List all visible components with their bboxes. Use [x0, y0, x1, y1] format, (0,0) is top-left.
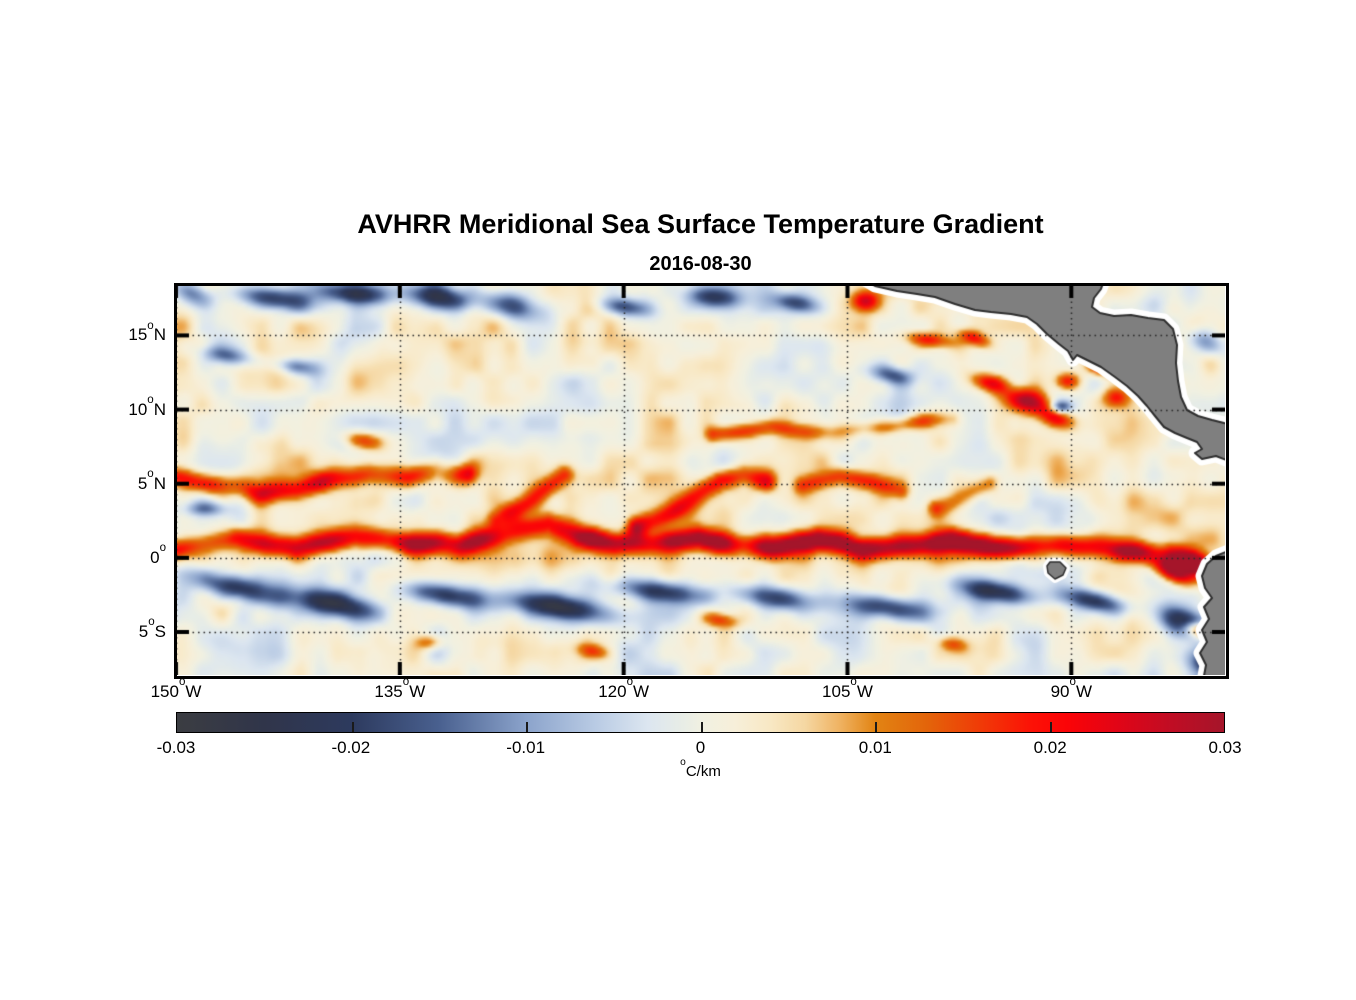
y-tick-label: 5oN: [137, 467, 166, 493]
y-tick-label: 15oN: [128, 319, 166, 345]
colorbar-tick: [1049, 722, 1052, 732]
colorbar-tick: [351, 722, 354, 732]
y-tick-label: 5oS: [138, 616, 166, 641]
colorbar-tick-label: 0.02: [1033, 738, 1067, 757]
colorbar-unit-label: oC/km: [680, 757, 721, 780]
colorbar-tick: [700, 722, 703, 732]
x-tick-label: 135oW: [374, 676, 426, 701]
colorbar-tick-label: -0.03: [156, 738, 196, 757]
x-tick-label: 150oW: [150, 676, 202, 701]
colorbar-tick: [875, 722, 877, 732]
x-tick-label: 105oW: [822, 676, 873, 701]
map-plot: 15oN 10oN 5oN 0o 5oS 150oW 135oW 120oW 105oW 90o…: [128, 283, 1229, 701]
x-tick-label: 90oW: [1050, 676, 1092, 701]
x-tick-label: 120oW: [598, 676, 650, 701]
y-tick-label: 10oN: [128, 393, 166, 419]
colorbar-tick-label: -0.01: [506, 738, 546, 757]
colorbar: [176, 712, 1225, 733]
figure-title: AVHRR Meridional Sea Surface Temperature…: [357, 209, 1044, 239]
colorbar-tick-label: -0.02: [331, 738, 371, 757]
colorbar-tick-label: 0.01: [858, 738, 892, 757]
colorbar-tick-label: 0: [695, 738, 706, 757]
y-tick-label: 0o: [150, 542, 166, 567]
colorbar-tick: [526, 722, 528, 732]
colorbar-tick-label: 0.03: [1208, 738, 1242, 757]
heatmap-canvas: [176, 285, 1225, 675]
figure-subtitle: 2016-08-30: [649, 253, 752, 275]
